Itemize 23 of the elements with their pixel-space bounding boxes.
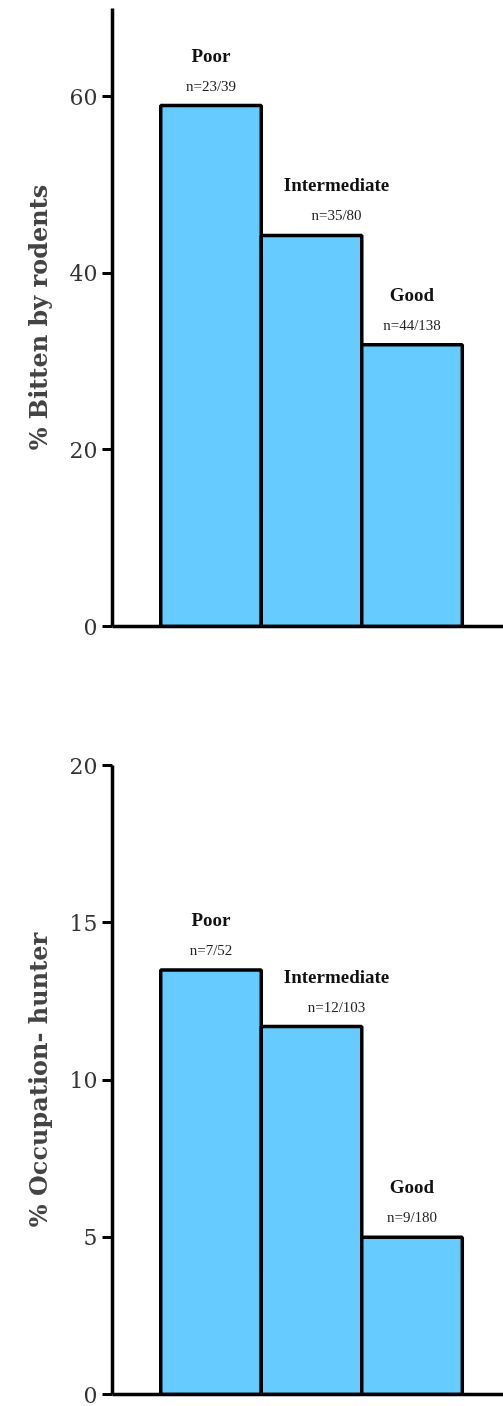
y-tick-label: 60 bbox=[69, 84, 98, 110]
x-tick-label: Intermediate bbox=[283, 174, 390, 196]
x-tick-label: Poor bbox=[191, 44, 232, 66]
x-tick-label: Intermediate bbox=[283, 965, 390, 987]
x-tick-label: Poor bbox=[191, 908, 232, 930]
y-tick-label: 10 bbox=[69, 1068, 98, 1093]
y-tick-label: 15 bbox=[69, 910, 98, 936]
y-tick-label: 20 bbox=[69, 753, 98, 779]
data-label: n=23/39 bbox=[185, 77, 237, 94]
data-label: n=44/138 bbox=[383, 316, 441, 333]
y-axis-title: % Occupation- hunter bbox=[23, 932, 53, 1228]
x-tick-label: Good bbox=[389, 283, 435, 305]
x-tick-label: Good bbox=[389, 1176, 435, 1198]
y-tick-label: 0 bbox=[83, 614, 98, 640]
y-tick-label: 20 bbox=[69, 437, 98, 463]
y-tick-label: 40 bbox=[69, 261, 98, 287]
data-label: n=12/103 bbox=[307, 998, 366, 1015]
data-label: n=9/180 bbox=[386, 1209, 438, 1226]
data-label: n=7/52 bbox=[189, 941, 233, 958]
y-axis-title: % Bitten by rodents bbox=[23, 184, 53, 451]
y-tick-label: 0 bbox=[83, 1382, 98, 1406]
y-tick-label: 5 bbox=[83, 1225, 98, 1251]
data-label: n=35/80 bbox=[311, 207, 362, 224]
